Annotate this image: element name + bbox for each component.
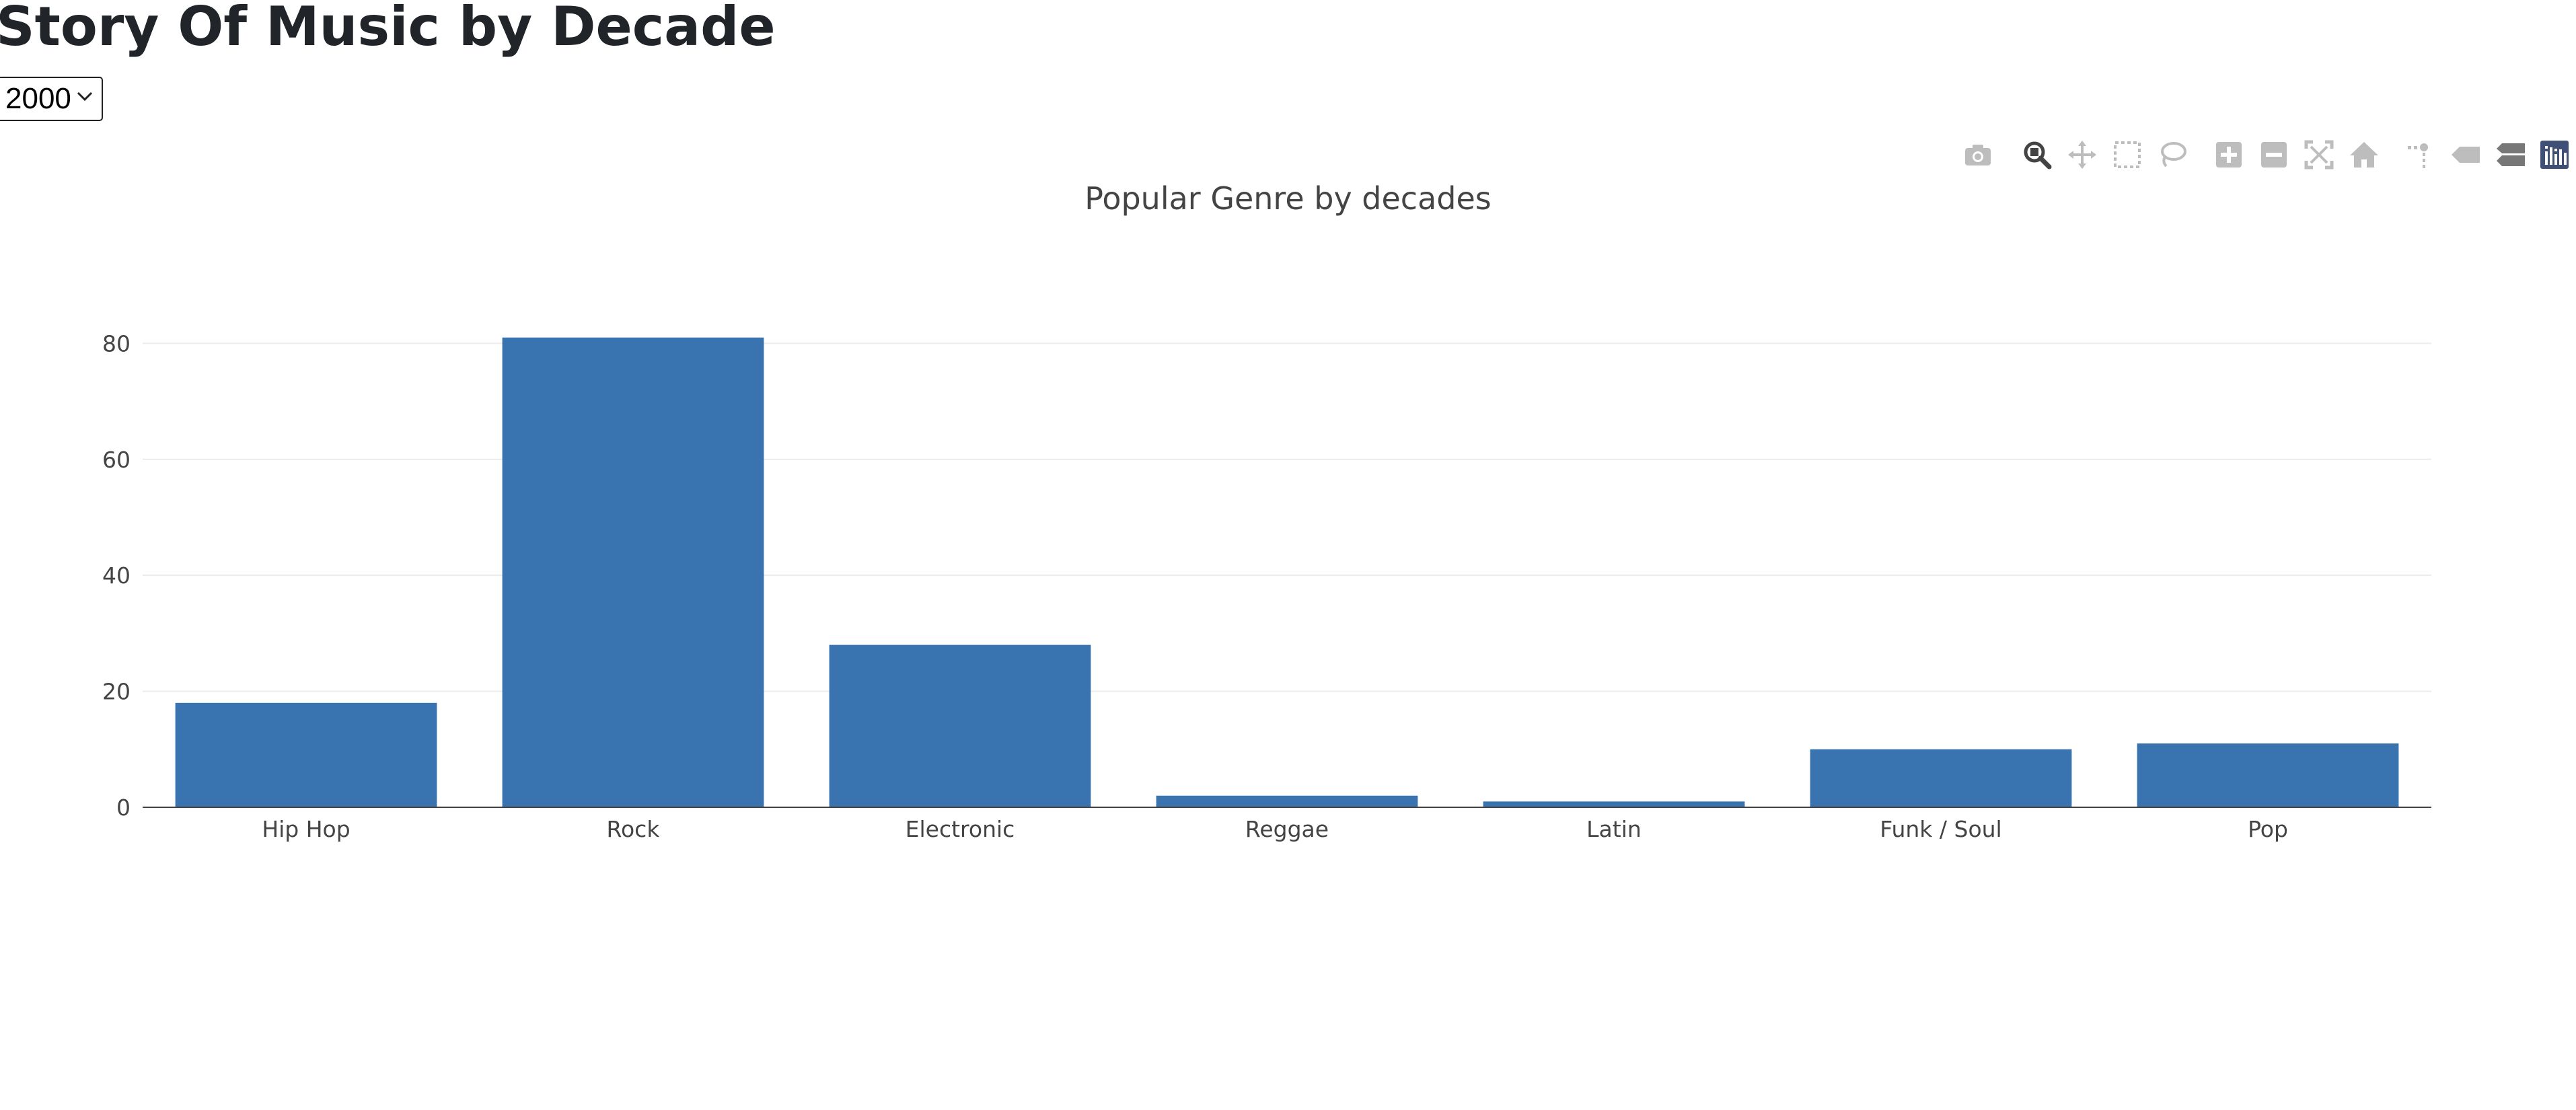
y-tick-label: 80 bbox=[102, 330, 131, 357]
camera-icon[interactable] bbox=[1959, 135, 1997, 175]
page-title: Story Of Music by Decade bbox=[0, 0, 776, 58]
x-tick-label: Electronic bbox=[906, 816, 1015, 842]
bars bbox=[175, 337, 2399, 808]
lasso-select-icon[interactable] bbox=[2154, 135, 2191, 175]
x-tick-label: Pop bbox=[2248, 816, 2288, 842]
reset-axes-icon[interactable] bbox=[2345, 135, 2383, 175]
zoom-icon[interactable] bbox=[2018, 135, 2056, 175]
spike-lines-icon[interactable] bbox=[2402, 135, 2439, 175]
pan-icon[interactable] bbox=[2063, 135, 2101, 175]
decade-dropdown[interactable]: 2000 bbox=[0, 77, 103, 121]
x-tick-label: Latin bbox=[1586, 816, 1642, 842]
bar[interactable] bbox=[502, 337, 764, 808]
bar[interactable] bbox=[2137, 743, 2399, 807]
zoom-out-icon[interactable] bbox=[2255, 135, 2293, 175]
hover-closest-icon[interactable] bbox=[2447, 135, 2485, 175]
y-tick-label: 40 bbox=[102, 562, 131, 589]
x-tick-label: Rock bbox=[607, 816, 661, 842]
x-tick-label: Reggae bbox=[1245, 816, 1329, 842]
y-tick-label: 60 bbox=[102, 447, 131, 473]
hover-compare-icon[interactable] bbox=[2492, 135, 2530, 175]
bar[interactable] bbox=[175, 702, 437, 807]
decade-dropdown-value: 2000 bbox=[5, 82, 71, 115]
bar[interactable] bbox=[1810, 749, 2072, 807]
plot-modebar bbox=[1938, 135, 2576, 175]
zoom-in-icon[interactable] bbox=[2210, 135, 2248, 175]
x-tick-label: Funk / Soul bbox=[1880, 816, 2001, 842]
chevron-down-icon bbox=[77, 91, 93, 102]
y-tick-label: 20 bbox=[102, 679, 131, 705]
axes: 0 20 40 60 80 Hip Hop Rock Electronic Reggae Lati… bbox=[102, 330, 2431, 842]
autoscale-icon[interactable] bbox=[2300, 135, 2338, 175]
box-select-icon[interactable] bbox=[2108, 135, 2146, 175]
bar[interactable] bbox=[1483, 801, 1745, 807]
bar[interactable] bbox=[829, 644, 1091, 807]
x-tick-label: Hip Hop bbox=[262, 816, 350, 842]
plotly-logo-icon[interactable] bbox=[2536, 135, 2573, 175]
gridlines bbox=[143, 342, 2431, 692]
y-tick-label: 0 bbox=[116, 794, 131, 821]
chart-title: Popular Genre by decades bbox=[1084, 180, 1492, 217]
bar[interactable] bbox=[1156, 795, 1418, 807]
